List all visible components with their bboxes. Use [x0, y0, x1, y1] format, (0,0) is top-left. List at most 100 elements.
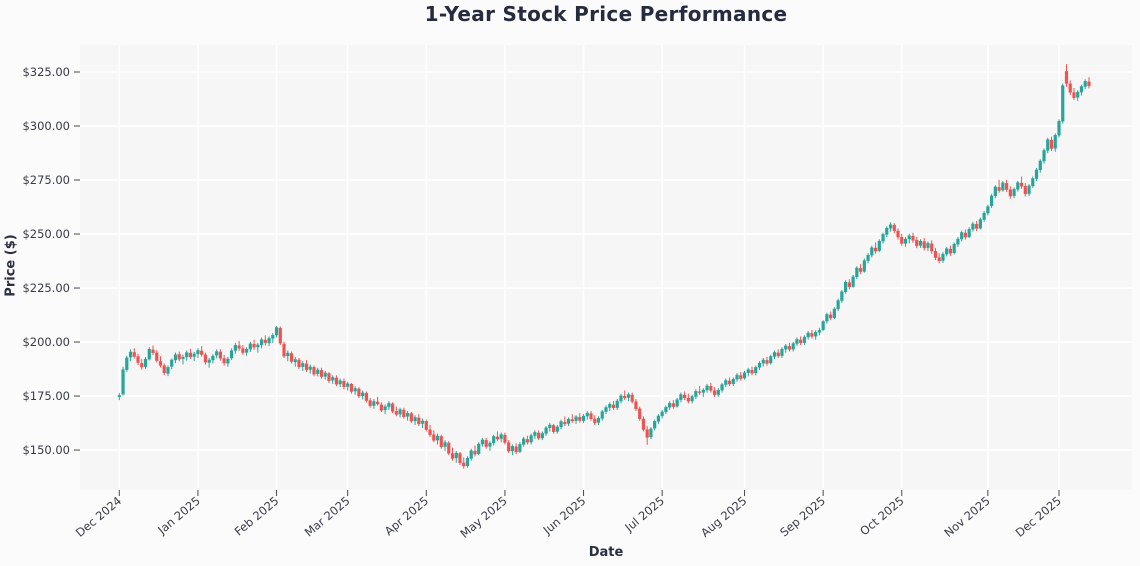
- candle: [439, 436, 443, 448]
- x-tick-label: Sep 2025: [777, 494, 828, 540]
- candle: [866, 254, 870, 261]
- candle: [596, 418, 601, 423]
- candle: [975, 224, 979, 229]
- candles: [117, 64, 1091, 469]
- candle: [518, 444, 522, 452]
- candle: [742, 372, 747, 379]
- candle: [724, 380, 728, 385]
- candle: [1061, 85, 1065, 122]
- x-tick-label: Apr 2025: [382, 494, 431, 539]
- y-tick-label: $175.00: [22, 389, 70, 403]
- candle: [900, 237, 904, 244]
- candle: [982, 212, 986, 220]
- candle: [963, 232, 968, 238]
- candle: [683, 394, 687, 399]
- x-tick-label: Jun 2025: [540, 494, 589, 538]
- candle: [1031, 178, 1035, 187]
- x-tick-label: Nov 2025: [941, 494, 992, 540]
- y-tick-label: $150.00: [22, 443, 70, 457]
- candle: [480, 439, 485, 445]
- candle: [559, 421, 563, 428]
- candle: [192, 353, 196, 357]
- candle: [473, 450, 477, 455]
- candle: [840, 291, 844, 301]
- candle: [821, 321, 825, 330]
- x-tick-label: Oct 2025: [857, 494, 906, 539]
- candle: [1042, 150, 1046, 162]
- candle: [799, 339, 803, 344]
- candle: [941, 253, 945, 261]
- candle: [701, 389, 705, 393]
- candle: [1004, 183, 1009, 190]
- candle: [694, 391, 698, 397]
- candle: [218, 351, 222, 359]
- candle: [993, 186, 997, 196]
- candle: [952, 243, 956, 254]
- candle: [757, 362, 762, 368]
- candle: [922, 241, 926, 249]
- candle: [233, 345, 237, 351]
- candle: [896, 230, 900, 238]
- candle: [870, 247, 874, 256]
- candle: [671, 403, 675, 407]
- candle: [851, 276, 855, 287]
- candle: [877, 240, 881, 251]
- candle: [405, 413, 410, 417]
- candle: [712, 390, 717, 395]
- candle: [200, 350, 204, 355]
- x-tick-label: Jul 2025: [621, 494, 667, 535]
- candle: [1038, 160, 1042, 171]
- candle: [402, 409, 406, 417]
- candle: [810, 333, 814, 337]
- candle: [937, 257, 941, 262]
- candle: [465, 458, 470, 467]
- candle: [619, 395, 623, 402]
- candle: [349, 383, 354, 392]
- candle: [784, 345, 788, 350]
- candle: [477, 443, 481, 454]
- candle: [132, 352, 136, 357]
- candle: [716, 389, 720, 395]
- candle: [207, 359, 211, 363]
- candle: [364, 393, 368, 401]
- candle: [795, 339, 799, 344]
- candle: [1076, 91, 1080, 98]
- candle: [499, 434, 503, 439]
- candle: [907, 235, 911, 240]
- candle: [289, 353, 294, 362]
- candle: [645, 429, 649, 438]
- candle: [836, 300, 840, 310]
- candle: [1019, 182, 1024, 187]
- candle: [507, 442, 511, 452]
- x-tick-label: Mar 2025: [302, 494, 353, 540]
- candle: [570, 419, 574, 422]
- candle: [304, 363, 309, 371]
- candle: [593, 418, 597, 424]
- y-tick-label: $300.00: [22, 119, 70, 133]
- candle: [323, 372, 327, 377]
- candle: [316, 369, 320, 374]
- candle: [1064, 71, 1069, 84]
- candle: [581, 415, 586, 421]
- candle: [638, 408, 642, 419]
- candle: [278, 327, 282, 344]
- candle: [727, 380, 732, 385]
- candle: [739, 375, 743, 379]
- candle: [256, 344, 260, 348]
- candle: [862, 260, 866, 272]
- candle: [248, 343, 252, 350]
- candle: [147, 348, 151, 360]
- candle: [525, 439, 529, 443]
- candle: [185, 352, 189, 358]
- candle: [858, 268, 863, 272]
- candle: [750, 369, 754, 374]
- candle: [735, 374, 739, 380]
- candle: [832, 308, 836, 318]
- candle: [873, 247, 878, 252]
- candle: [544, 427, 548, 434]
- candle: [806, 332, 810, 338]
- candle: [177, 354, 181, 360]
- candle: [450, 453, 455, 459]
